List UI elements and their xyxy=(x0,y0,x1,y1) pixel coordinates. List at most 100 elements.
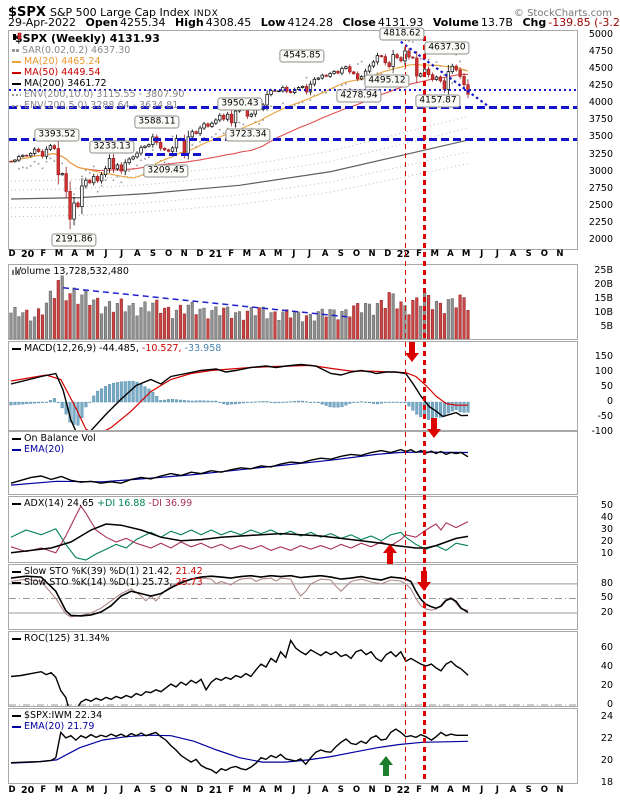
volume-label: Volume xyxy=(432,16,479,29)
close-label: Close xyxy=(342,16,376,29)
month-label: 22 xyxy=(396,249,411,260)
open-value: 4255.34 xyxy=(120,16,166,29)
month-label: S xyxy=(149,785,156,795)
month-label: M xyxy=(86,785,95,795)
y-axis-label: -100 xyxy=(591,426,613,438)
month-label: J xyxy=(120,249,124,259)
month-label: N xyxy=(368,785,376,795)
y-axis-label: 5000 xyxy=(588,28,613,40)
env10-legend: ENV(200,10.0) 3115.55 - 3807.90 xyxy=(24,89,185,100)
month-label: 20 xyxy=(21,785,35,796)
sell-signal-arrow-icon xyxy=(427,418,441,442)
price-annotation: 4157.87 xyxy=(415,94,461,108)
price-annotation: 2191.86 xyxy=(51,233,97,247)
y-axis-label: 100 xyxy=(594,366,613,378)
month-label: J xyxy=(292,785,296,795)
month-label: M xyxy=(242,249,252,259)
buy-signal-arrow-icon xyxy=(379,756,393,780)
month-label: M xyxy=(54,249,64,259)
month-label: A xyxy=(447,249,454,259)
month-label: N xyxy=(556,785,564,795)
month-label: S xyxy=(337,249,344,259)
macd-signal-value: -10.527, xyxy=(141,343,182,354)
spx-iwm-ratio-panel: $SPX:IWM 22.34 EMA(20) 21.79 xyxy=(8,708,578,784)
month-label: F xyxy=(40,249,47,259)
month-label: D xyxy=(196,249,204,259)
y-axis-label: 3500 xyxy=(588,131,613,143)
sar-marker-icon xyxy=(16,49,19,52)
month-label: F xyxy=(228,785,235,795)
y-axis-label: 20 xyxy=(600,607,613,618)
y-axis-label: 2500 xyxy=(588,199,613,211)
month-label: M xyxy=(430,785,439,795)
support-resistance-line xyxy=(145,153,203,156)
adx-legend: ADX(14) 24.65 +DI 16.88 -DI 36.99 xyxy=(12,498,192,509)
month-label: O xyxy=(164,249,173,259)
month-label: A xyxy=(259,249,266,259)
month-label: 21 xyxy=(208,249,223,260)
sto14-value: 25.73 xyxy=(175,577,203,588)
index-name: S&P 500 Large Cap Index xyxy=(49,6,190,19)
ratio-ema-line-icon xyxy=(12,725,21,728)
month-label: O xyxy=(352,249,361,259)
month-label: F xyxy=(416,785,422,795)
y-axis-label: 2000 xyxy=(588,233,613,245)
price-annotation: 4495.12 xyxy=(364,74,410,88)
y-axis-label: 18 xyxy=(600,777,613,788)
y-axis-label: 30 xyxy=(600,523,613,535)
support-resistance-line xyxy=(9,106,577,109)
month-label: M xyxy=(273,785,283,795)
chg-label: Chg xyxy=(522,16,547,29)
y-axis-label: 20B xyxy=(594,278,613,290)
month-label: O xyxy=(164,785,173,795)
high-label: High xyxy=(175,16,204,29)
roc-line-icon xyxy=(12,637,21,640)
month-label: A xyxy=(133,249,141,259)
month-label: J xyxy=(104,785,108,795)
month-label: A xyxy=(71,249,78,259)
month-label: 20 xyxy=(21,249,35,260)
volume-value: 13.7B xyxy=(480,16,513,29)
obv-line-icon xyxy=(12,437,21,440)
month-label: A xyxy=(321,785,329,795)
month-label: J xyxy=(495,249,499,259)
low-value: 4124.28 xyxy=(287,16,333,29)
volume-legend-text: Volume 13,728,532,480 xyxy=(15,266,129,277)
month-label: N xyxy=(180,249,188,259)
y-axis-label: 50 xyxy=(600,499,613,511)
month-label: J xyxy=(104,249,108,259)
roc-panel: ROC(125) 31.34% xyxy=(8,631,578,707)
y-axis-label: -50 xyxy=(597,411,613,423)
month-label: D xyxy=(384,785,392,795)
month-label: J xyxy=(120,785,124,795)
month-label: A xyxy=(71,785,78,795)
month-label: D xyxy=(8,785,16,795)
volume-panel: Volume 13,728,532,480 xyxy=(8,264,578,340)
month-label: M xyxy=(461,785,471,795)
month-label: A xyxy=(321,249,329,259)
macd-legend: MACD(12,26,9) -44.485, -10.527, -33.958 xyxy=(12,343,221,354)
ticker-symbol: $SPX xyxy=(8,5,46,20)
support-resistance-line xyxy=(9,138,577,141)
ratio-value: $SPX:IWM 22.34 xyxy=(24,710,103,721)
y-axis-label: 24 xyxy=(600,711,613,723)
month-label: D xyxy=(196,785,204,795)
y-axis-label: 3250 xyxy=(588,148,613,160)
month-label: M xyxy=(461,249,471,259)
month-label: O xyxy=(540,785,548,795)
y-axis-label: 4000 xyxy=(588,97,613,109)
y-axis-label: 50 xyxy=(600,381,613,393)
month-label: J xyxy=(307,249,312,259)
price-annotation: 3233.13 xyxy=(89,140,135,154)
y-axis-label: 3000 xyxy=(588,165,613,177)
y-axis-label: 5B xyxy=(600,320,613,332)
volume-legend: Volume 13,728,532,480 xyxy=(12,266,129,277)
month-label: J xyxy=(495,785,499,795)
price-legend-main: $SPX (Weekly) 4131.93 xyxy=(15,32,160,45)
month-label: F xyxy=(228,249,235,259)
month-label: O xyxy=(352,785,361,795)
macd-panel: MACD(12,26,9) -44.485, -10.527, -33.958 xyxy=(8,341,578,431)
ma20-legend: MA(20) 4465.24 xyxy=(24,56,101,67)
obv-ema-line-icon xyxy=(12,448,21,451)
